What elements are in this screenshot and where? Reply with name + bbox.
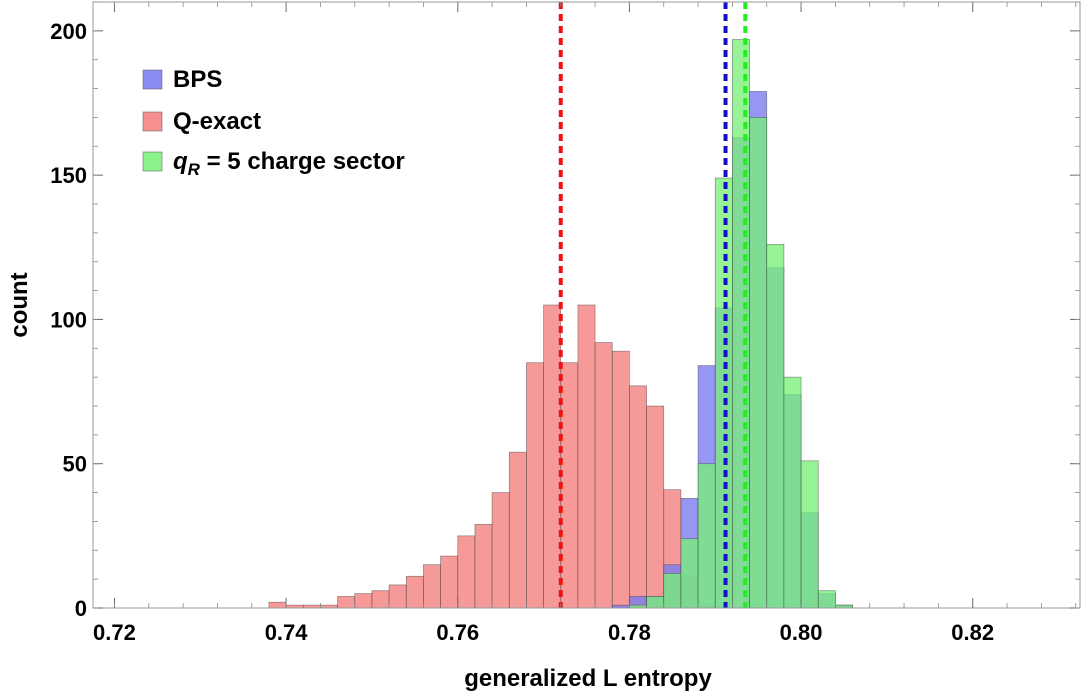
- q-exact-bar: [337, 596, 356, 609]
- tick-labels: 0.72 0.74 0.76 0.78 0.80 0.82 0 50 100 150 200: [50, 19, 994, 645]
- q-exact-bar: [611, 350, 630, 609]
- legend-label-q-exact: Q-exact: [173, 108, 261, 135]
- x-tick-label: 0.82: [951, 620, 994, 645]
- x-tick-label: 0.74: [265, 620, 309, 645]
- qr-bar: [680, 538, 699, 609]
- y-tick-label: 150: [50, 163, 87, 188]
- q-exact-bar: [629, 385, 647, 609]
- y-axis-title: count: [6, 272, 33, 337]
- q-exact-bar: [646, 405, 665, 609]
- qr-bar: [646, 596, 665, 609]
- legend-label-bps: BPS: [173, 66, 222, 93]
- q-exact-bar: [268, 601, 287, 609]
- ticks: [93, 1, 1080, 609]
- y-tick-label: 0: [75, 596, 87, 621]
- q-exact-bar: [354, 593, 373, 609]
- legend-swatch-bps: [142, 69, 163, 90]
- qr-bar: [783, 376, 802, 609]
- x-tick-label: 0.78: [608, 620, 651, 645]
- y-tick-label: 50: [63, 452, 87, 477]
- q-exact-bars: [268, 304, 716, 609]
- mean-lines: [558, 2, 748, 608]
- x-tick-label: 0.80: [780, 620, 823, 645]
- legend: BPS Q-exact qR = 5 charge sector: [142, 66, 405, 179]
- q-exact-bar: [560, 362, 579, 609]
- q-exact-bar: [388, 584, 407, 609]
- q-exact-bar: [405, 575, 424, 609]
- qr-charge-sector-bars: [629, 39, 853, 609]
- q-exact-bar: [543, 304, 562, 609]
- q-exact-bar: [474, 523, 493, 609]
- qr-bar: [817, 590, 836, 609]
- q-exact-bar: [508, 451, 527, 609]
- legend-swatch-q-exact: [142, 111, 163, 132]
- y-tick-label: 200: [50, 19, 87, 44]
- x-axis-title: generalized L entropy: [464, 665, 712, 692]
- x-tick-label: 0.76: [436, 620, 479, 645]
- q-exact-bar: [440, 555, 459, 609]
- q-exact-bar: [457, 535, 476, 609]
- legend-label-qr: qR = 5 charge sector: [173, 148, 405, 179]
- axes: [92, 1, 1081, 609]
- qr-bar: [800, 460, 819, 609]
- qr-bar: [697, 463, 716, 609]
- q-exact-bar: [423, 564, 441, 609]
- qr-bar: [766, 244, 785, 609]
- q-exact-bar: [577, 304, 596, 609]
- y-tick-label: 100: [50, 307, 87, 332]
- q-exact-bar: [526, 362, 544, 609]
- q-exact-bar: [491, 492, 510, 609]
- qr-bar: [663, 573, 682, 609]
- q-exact-bar: [594, 342, 613, 609]
- x-tick-label: 0.72: [93, 620, 136, 645]
- qr-bar: [749, 117, 768, 609]
- legend-swatch-qr: [142, 151, 163, 172]
- q-exact-bar: [371, 590, 390, 609]
- plot-frame: [92, 1, 1081, 609]
